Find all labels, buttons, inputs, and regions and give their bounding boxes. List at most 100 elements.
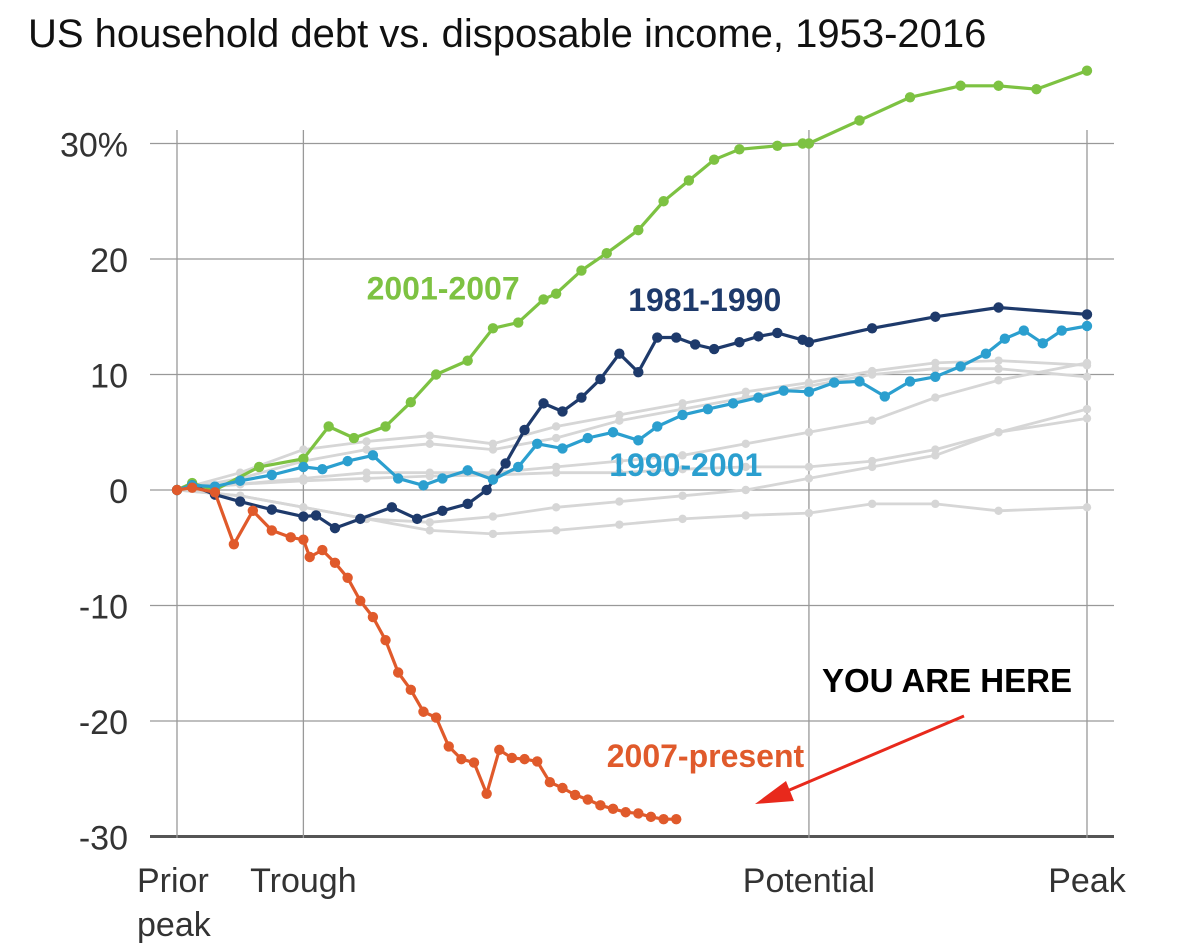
data-point-1990-2001 xyxy=(727,398,739,409)
data-point-1990-2001 xyxy=(803,386,815,398)
gridlines xyxy=(150,130,1114,838)
data-point-2007-present xyxy=(317,544,328,556)
data-point-2007-present xyxy=(209,487,221,498)
data-point-context xyxy=(678,514,687,524)
data-point-2001-2007 xyxy=(708,154,720,165)
data-point-1990-2001 xyxy=(418,480,429,491)
data-point-1990-2001 xyxy=(829,377,840,388)
data-point-2007-present xyxy=(557,782,568,794)
data-point-1981-1990 xyxy=(614,348,625,359)
data-point-2001-2007 xyxy=(430,369,442,380)
x-tick-label: Potential xyxy=(743,862,875,900)
data-point-1990-2001 xyxy=(999,333,1011,344)
data-point-context xyxy=(931,393,940,402)
annotation-text: YOU ARE HERE xyxy=(822,662,1072,699)
chart-title: US household debt vs. disposable income,… xyxy=(28,12,987,56)
data-point-context xyxy=(804,428,814,437)
data-point-context xyxy=(551,422,561,431)
data-point-1981-1990 xyxy=(500,458,511,469)
data-point-context xyxy=(299,476,308,485)
data-point-context xyxy=(488,439,498,448)
data-point-1981-1990 xyxy=(930,311,941,322)
data-point-1990-2001 xyxy=(778,385,789,396)
data-point-context xyxy=(741,462,750,472)
data-point-1981-1990 xyxy=(234,496,246,507)
data-point-2007-present xyxy=(443,741,454,752)
y-tick-label: 20 xyxy=(90,242,128,280)
data-point-context xyxy=(1082,372,1092,382)
data-point-1990-2001 xyxy=(904,376,916,387)
data-point-1990-2001 xyxy=(487,474,499,485)
data-point-context xyxy=(1082,358,1092,368)
data-point-2001-2007 xyxy=(955,80,966,91)
data-point-1981-1990 xyxy=(310,510,322,521)
data-point-context xyxy=(678,451,687,460)
y-tick-label: 30% xyxy=(60,127,128,165)
data-point-context xyxy=(362,468,371,477)
data-point-1981-1990 xyxy=(519,424,530,436)
data-point-1981-1990 xyxy=(355,513,366,525)
data-point-2001-2007 xyxy=(633,224,644,236)
data-point-context xyxy=(931,445,940,454)
data-point-context xyxy=(867,370,877,379)
data-point-2007-present xyxy=(582,794,593,805)
data-point-2007-present xyxy=(671,813,682,825)
data-point-1990-2001 xyxy=(437,473,448,484)
data-point-context xyxy=(741,511,750,520)
data-point-2007-present xyxy=(569,789,581,801)
data-point-2007-present xyxy=(329,557,341,568)
data-point-1990-2001 xyxy=(317,464,328,475)
data-point-1981-1990 xyxy=(266,504,277,515)
series-lines xyxy=(171,65,1093,825)
data-point-1990-2001 xyxy=(702,403,714,415)
y-tick-label: 0 xyxy=(109,473,128,511)
data-point-1981-1990 xyxy=(437,505,448,516)
data-point-1981-1990 xyxy=(772,327,783,339)
data-point-context xyxy=(994,356,1003,365)
data-point-2001-2007 xyxy=(734,144,745,155)
data-point-context xyxy=(551,526,561,535)
data-point-2001-2007 xyxy=(550,288,562,299)
data-point-context xyxy=(488,529,498,539)
data-point-1981-1990 xyxy=(734,336,745,348)
data-point-1990-2001 xyxy=(298,461,309,473)
data-point-1981-1990 xyxy=(753,331,764,342)
x-tick-label: peak xyxy=(137,906,212,944)
data-point-2007-present xyxy=(506,752,518,764)
data-point-2001-2007 xyxy=(538,294,549,305)
data-point-2001-2007 xyxy=(854,115,865,126)
data-point-2001-2007 xyxy=(601,248,612,259)
data-point-1990-2001 xyxy=(1056,325,1067,336)
data-point-context xyxy=(678,491,687,500)
data-point-context xyxy=(1082,414,1092,423)
data-point-context xyxy=(362,445,371,454)
annotation: YOU ARE HERE xyxy=(755,662,1072,804)
data-point-1990-2001 xyxy=(980,348,992,359)
data-point-2007-present xyxy=(266,525,277,536)
data-point-2007-present xyxy=(298,534,309,545)
data-point-context xyxy=(678,399,687,408)
data-point-context xyxy=(488,445,498,454)
data-point-context xyxy=(994,364,1003,373)
data-point-1990-2001 xyxy=(392,473,404,484)
data-point-2007-present xyxy=(544,777,556,788)
y-tick-label: -10 xyxy=(79,589,128,627)
data-point-context xyxy=(425,518,434,527)
data-point-2001-2007 xyxy=(348,432,360,444)
y-tick-label: -30 xyxy=(79,820,128,858)
data-point-context xyxy=(615,497,624,506)
data-point-2001-2007 xyxy=(683,175,695,186)
data-point-2007-present xyxy=(285,532,296,543)
data-point-2007-present xyxy=(304,551,315,563)
data-point-1990-2001 xyxy=(234,475,246,486)
data-point-1981-1990 xyxy=(329,522,341,534)
data-point-context xyxy=(931,499,940,509)
data-point-2001-2007 xyxy=(1081,65,1093,76)
data-point-1990-2001 xyxy=(652,421,663,432)
data-point-1981-1990 xyxy=(866,323,878,334)
data-point-1990-2001 xyxy=(557,443,568,454)
series-label: 2007-present xyxy=(607,738,805,774)
y-tick-label: -20 xyxy=(79,704,128,742)
data-point-2007-present xyxy=(456,753,467,765)
data-point-context xyxy=(867,462,877,472)
